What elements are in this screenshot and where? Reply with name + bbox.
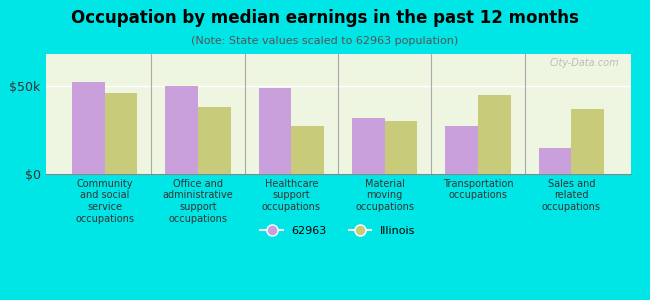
Bar	[165, 86, 198, 174]
Bar	[539, 148, 571, 174]
Bar	[445, 126, 478, 174]
Bar	[352, 118, 385, 174]
Bar	[571, 109, 604, 174]
Bar	[259, 88, 291, 174]
Bar	[198, 107, 231, 174]
Text: Occupation by median earnings in the past 12 months: Occupation by median earnings in the pas…	[71, 9, 579, 27]
Bar	[72, 82, 105, 174]
Bar	[105, 93, 137, 174]
Legend: 62963, Illinois: 62963, Illinois	[256, 222, 420, 240]
Bar	[291, 126, 324, 174]
Text: City-Data.com: City-Data.com	[549, 58, 619, 68]
Text: (Note: State values scaled to 62963 population): (Note: State values scaled to 62963 popu…	[191, 36, 459, 46]
Bar	[478, 94, 511, 174]
Bar	[385, 121, 417, 174]
